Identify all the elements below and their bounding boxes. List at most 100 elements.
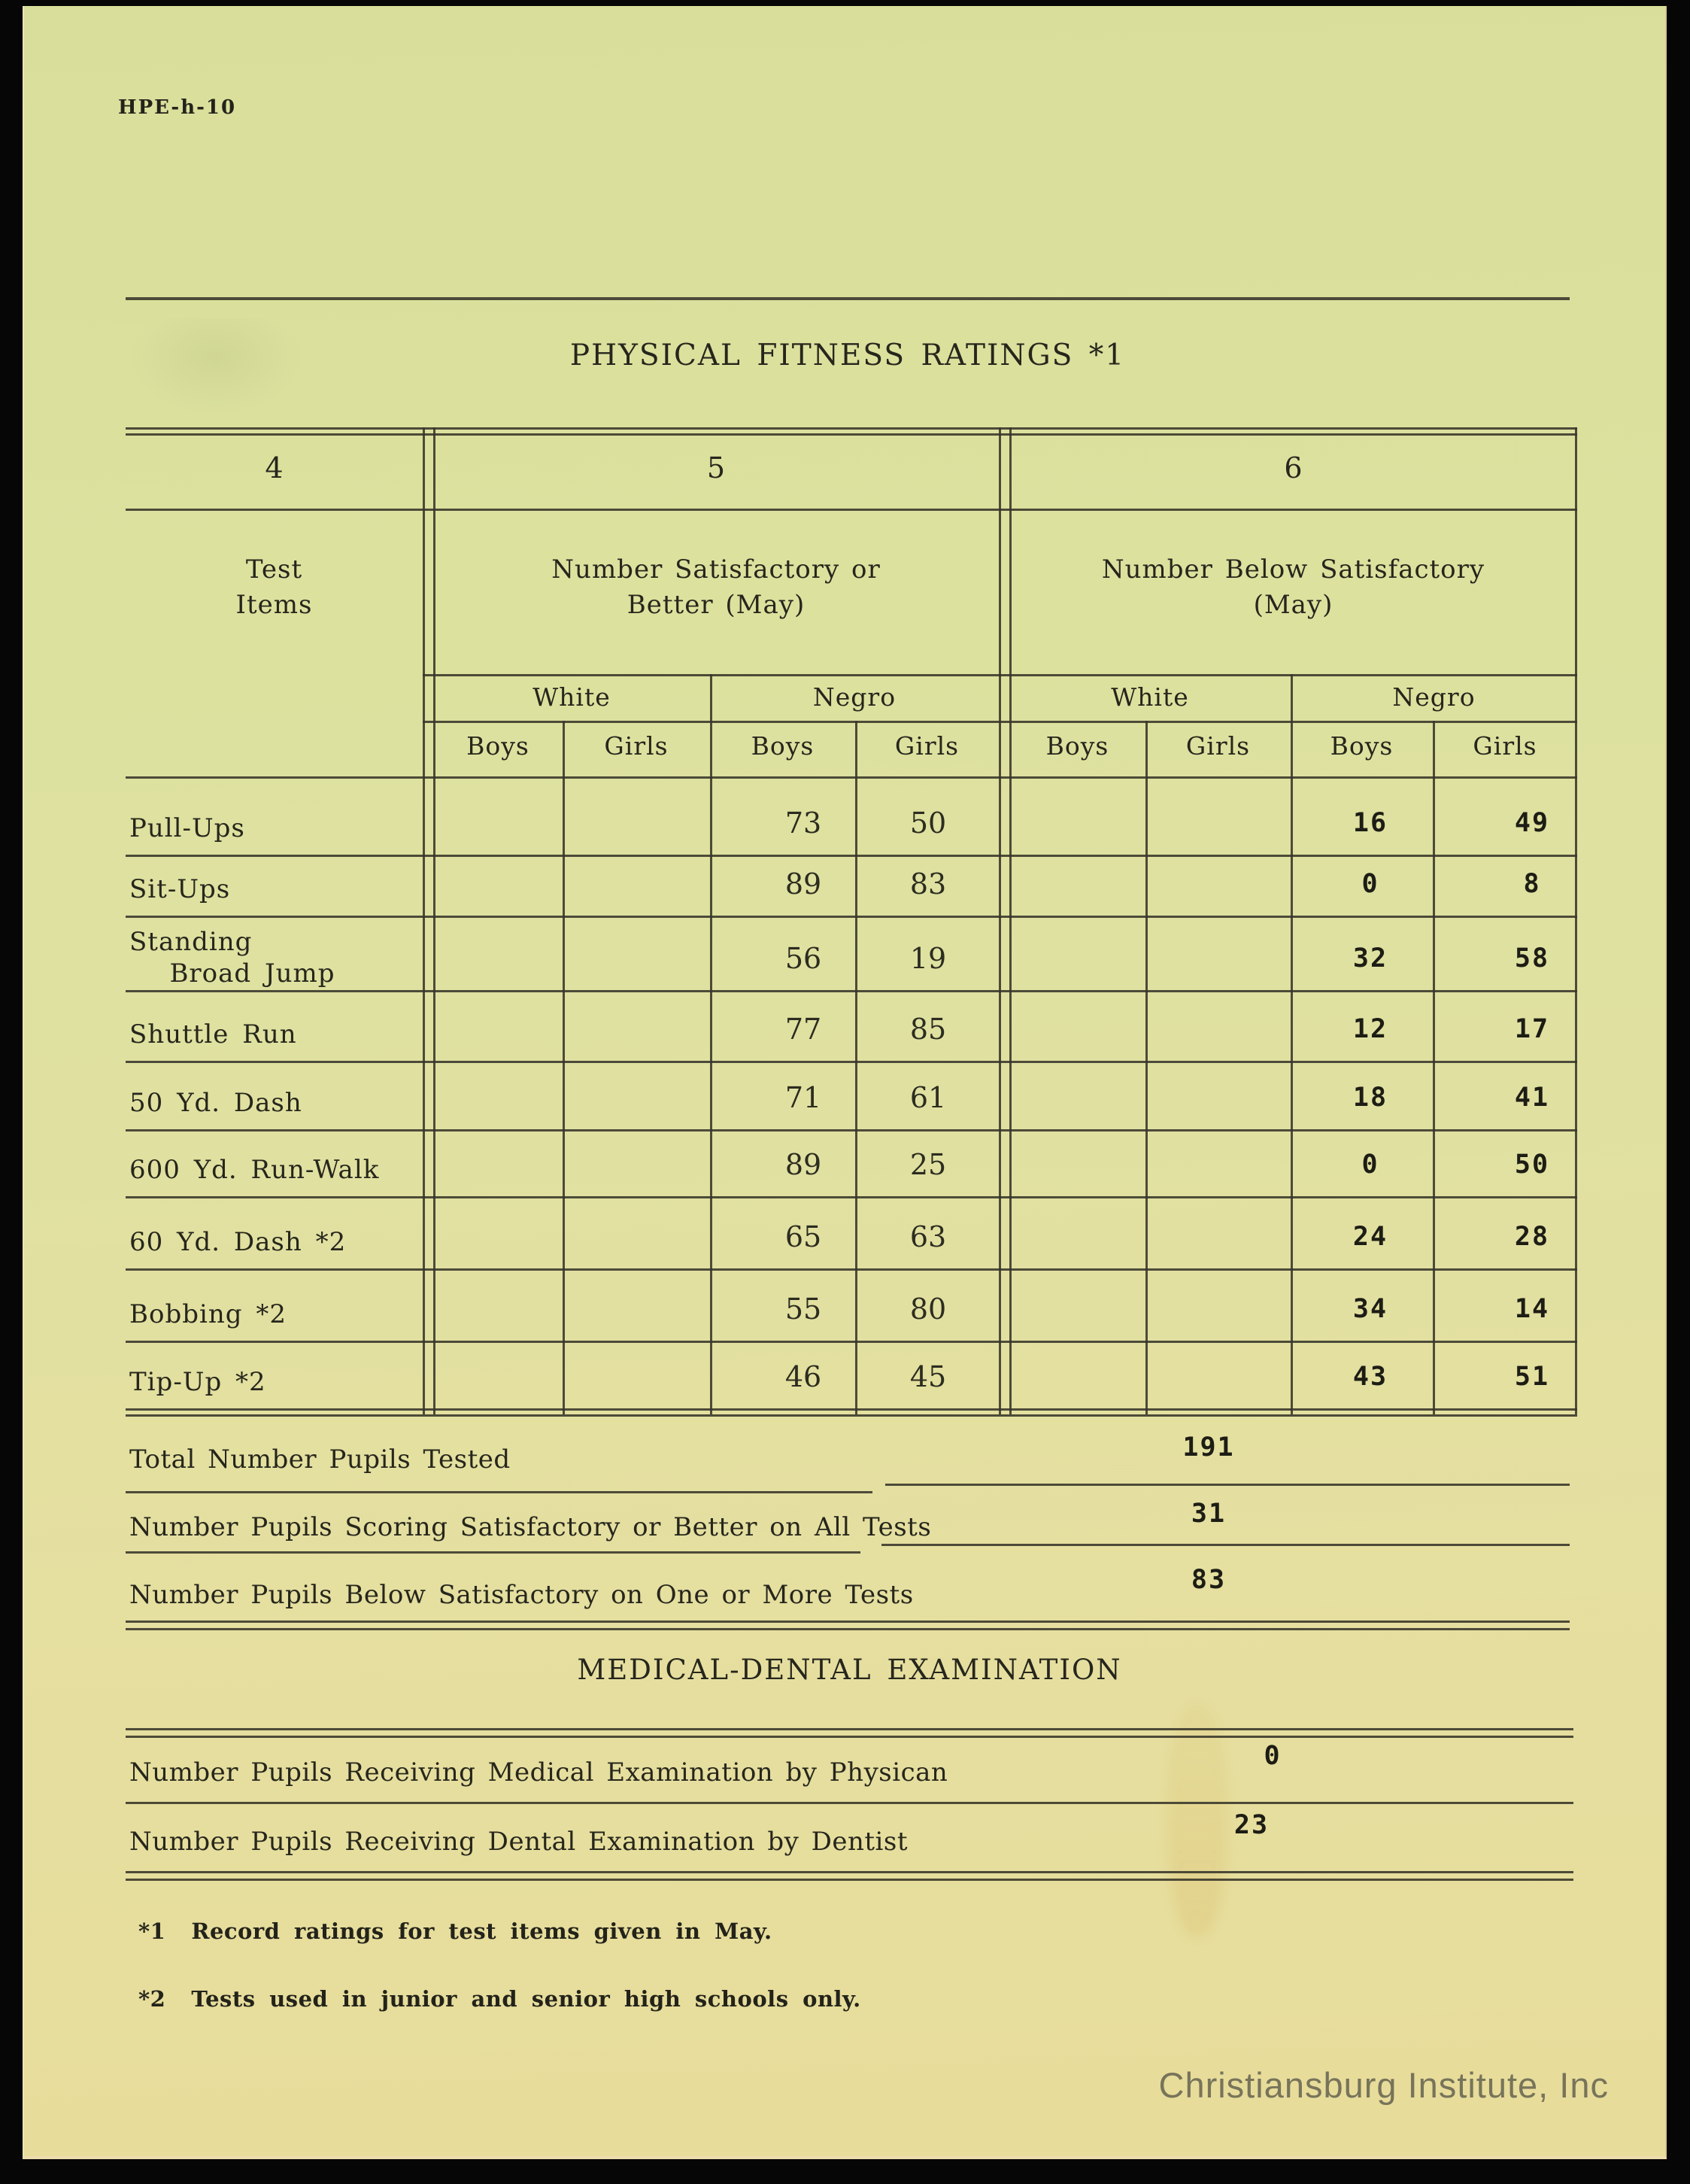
cell-value: 50: [909, 806, 947, 840]
footnote-1-text: Record ratings for test items given in M…: [191, 1918, 772, 1944]
cell-value: 61: [909, 1081, 947, 1114]
cell-value: [445, 1081, 551, 1114]
grid-line-horizontal: [126, 1551, 860, 1554]
test-item-label: Standing Broad Jump: [129, 927, 335, 989]
grid-line-vertical: [1009, 427, 1012, 1414]
cell-value: [445, 1292, 551, 1326]
cell-value: 77: [784, 1013, 822, 1046]
grid-line-horizontal: [126, 1408, 1577, 1411]
column-number-5: 5: [706, 451, 726, 484]
below-white-boys-header: Boys: [1045, 731, 1109, 761]
cell-value: 45: [909, 1360, 947, 1393]
grid-line-horizontal: [126, 1129, 1577, 1131]
cell-value: 0: [1361, 1150, 1379, 1180]
cell-value: 34: [1352, 1294, 1388, 1324]
grid-line-horizontal: [126, 1341, 1577, 1343]
test-item-label: Tip-Up *2: [129, 1367, 266, 1397]
cell-value: 63: [909, 1220, 947, 1253]
footnote-2-marker: *2: [138, 1986, 166, 2012]
below-negro-boys-header: Boys: [1330, 731, 1394, 761]
cell-value: [1165, 867, 1270, 901]
summary-label-total-tested: Total Number Pupils Tested: [129, 1444, 511, 1475]
cell-value: 71: [784, 1081, 822, 1114]
cell-value: [584, 1292, 689, 1326]
summary-value-total-tested: 191: [1182, 1432, 1235, 1463]
cell-value: [1165, 1220, 1270, 1253]
cell-value: 43: [1352, 1362, 1388, 1392]
cell-value: [584, 942, 689, 975]
cell-value: 32: [1352, 943, 1388, 974]
grid-line-horizontal: [126, 1879, 1573, 1881]
cell-value: 8: [1523, 869, 1541, 899]
medical-exam-value: 0: [1264, 1741, 1282, 1771]
below-negro-girls-header: Girls: [1473, 731, 1537, 761]
cell-value: 55: [784, 1292, 822, 1326]
cell-value: [1165, 1148, 1270, 1181]
cell-value: 58: [1514, 943, 1550, 974]
cell-value: [584, 1360, 689, 1393]
sat-white-boys-header: Boys: [466, 731, 529, 761]
cell-value: [1024, 867, 1130, 901]
cell-value: 25: [909, 1148, 947, 1181]
cell-value: 89: [784, 1148, 822, 1181]
cell-value: 80: [909, 1292, 947, 1326]
cell-value: [584, 806, 689, 840]
grid-line-horizontal: [126, 1728, 1573, 1730]
cell-value: 65: [784, 1220, 822, 1253]
summary-label-satisfactory-all: Number Pupils Scoring Satisfactory or Be…: [129, 1512, 932, 1542]
cell-value: [445, 806, 551, 840]
grid-line-vertical: [433, 427, 435, 1414]
medical-exam-label: Number Pupils Receiving Medical Examinat…: [129, 1757, 948, 1788]
summary-value-satisfactory-all: 31: [1191, 1499, 1227, 1529]
footnote-2: *2 Tests used in junior and senior high s…: [138, 1986, 861, 2012]
cell-value: 83: [909, 867, 947, 901]
grid-line-horizontal: [126, 1061, 1577, 1063]
grid-line-horizontal: [126, 1871, 1573, 1873]
grid-line-horizontal: [885, 1484, 1570, 1486]
cell-value: [1024, 1360, 1130, 1393]
summary-label-below-one-or-more: Number Pupils Below Satisfactory on One …: [129, 1580, 914, 1610]
paper-stain: [1167, 1703, 1227, 1936]
footnote-1-marker: *1: [138, 1918, 166, 1944]
test-items-header: Test Items: [235, 554, 313, 620]
cell-value: [1024, 1081, 1130, 1114]
grid-line-vertical: [1145, 721, 1148, 1414]
grid-line-horizontal: [126, 1491, 872, 1493]
grid-line-horizontal: [126, 1196, 1577, 1198]
cell-value: [1165, 1013, 1270, 1046]
cell-value: [1024, 1220, 1130, 1253]
grid-line-horizontal: [126, 433, 1577, 436]
grid-line-vertical: [1575, 427, 1577, 1414]
test-item-label: Bobbing *2: [129, 1299, 287, 1329]
sat-negro-header: Negro: [812, 682, 897, 712]
below-satisfactory-header: Number Below Satisfactory (May): [1101, 554, 1485, 620]
summary-value-below-one-or-more: 83: [1191, 1565, 1227, 1595]
grid-line-horizontal: [126, 990, 1577, 992]
grid-line-horizontal: [126, 1628, 1570, 1630]
grid-line-horizontal: [126, 297, 1570, 300]
cell-value: 12: [1352, 1014, 1388, 1044]
cell-value: [584, 1148, 689, 1181]
cell-value: 46: [784, 1360, 822, 1393]
sat-white-girls-header: Girls: [604, 731, 669, 761]
cell-value: [445, 1360, 551, 1393]
cell-value: [1024, 806, 1130, 840]
grid-line-vertical: [999, 427, 1001, 1414]
cell-value: [584, 867, 689, 901]
medical-dental-heading: MEDICAL-DENTAL EXAMINATION: [577, 1654, 1122, 1686]
sat-white-header: White: [532, 682, 611, 712]
test-item-label: Shuttle Run: [129, 1019, 297, 1049]
page-title: PHYSICAL FITNESS RATINGS *1: [569, 339, 1126, 372]
cell-value: [1024, 1013, 1130, 1046]
cell-value: [584, 1220, 689, 1253]
footnote-2-text: Tests used in junior and senior high sch…: [191, 1986, 861, 2012]
test-item-label: Sit-Ups: [129, 874, 231, 904]
cell-value: 14: [1514, 1294, 1550, 1324]
cell-value: [445, 1148, 551, 1181]
cell-value: [1024, 942, 1130, 975]
cell-value: [1165, 806, 1270, 840]
below-white-header: White: [1111, 682, 1189, 712]
cell-value: [584, 1081, 689, 1114]
below-negro-header: Negro: [1392, 682, 1476, 712]
